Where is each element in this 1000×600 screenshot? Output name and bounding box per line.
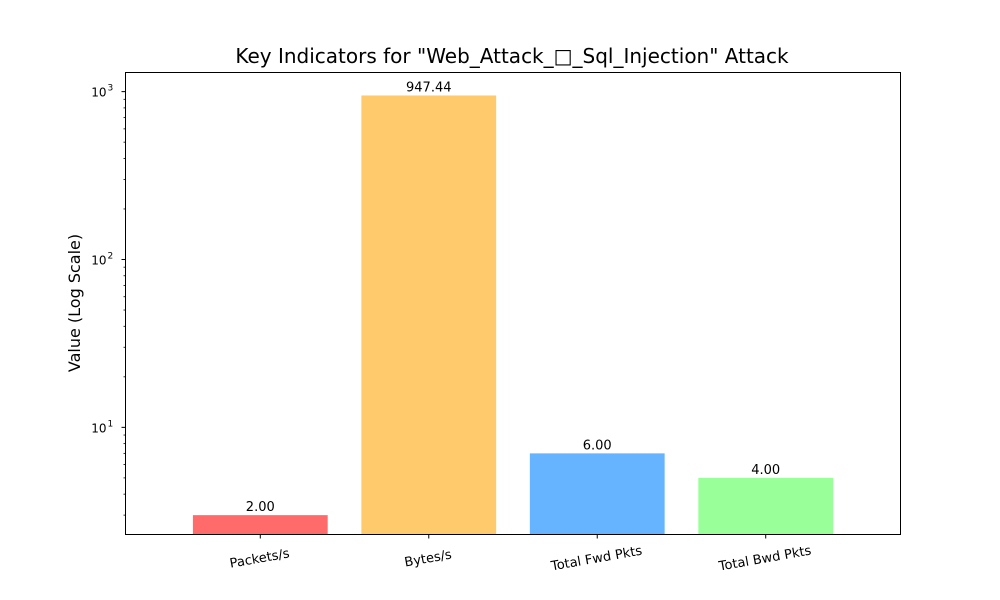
data-label-bytes-s: 947.44 xyxy=(406,80,452,95)
data-label-total-bwd-pkts: 4.00 xyxy=(751,463,780,478)
data-label-packets-s: 2.00 xyxy=(246,500,275,515)
y-tick-label: 10 xyxy=(91,421,106,435)
y-axis-label: Value (Log Scale) xyxy=(65,234,84,372)
x-tick-label-bytes-s: Bytes/s xyxy=(403,547,453,570)
y-tick-label-exponent: 2 xyxy=(108,251,114,261)
x-tick-label-packets-s: Packets/s xyxy=(229,546,291,571)
y-tick-label-exponent: 3 xyxy=(108,84,114,94)
y-tick-label: 10 xyxy=(91,253,106,267)
bar-packets-s xyxy=(192,515,328,535)
y-tick-label-exponent: 1 xyxy=(108,419,114,429)
x-tick-label-total-bwd-pkts: Total Bwd Pkts xyxy=(717,543,813,574)
bar-total-fwd-pkts xyxy=(529,453,665,535)
chart-title: Key Indicators for "Web_Attack_□_Sql_Inj… xyxy=(235,44,789,68)
plot-frame xyxy=(125,72,901,535)
y-tick-label: 10 xyxy=(91,86,106,100)
bar-bytes-s xyxy=(361,95,497,535)
x-ticks-group: Packets/s Bytes/s Total Fwd Pkts Total Bwd … xyxy=(229,534,813,575)
bar-total-bwd-pkts xyxy=(698,477,834,535)
bars-group: 2.00 947.44 6.00 4.00 xyxy=(192,80,834,535)
data-label-total-fwd-pkts: 6.00 xyxy=(583,438,612,453)
x-tick-label-total-fwd-pkts: Total Fwd Pkts xyxy=(549,544,644,575)
